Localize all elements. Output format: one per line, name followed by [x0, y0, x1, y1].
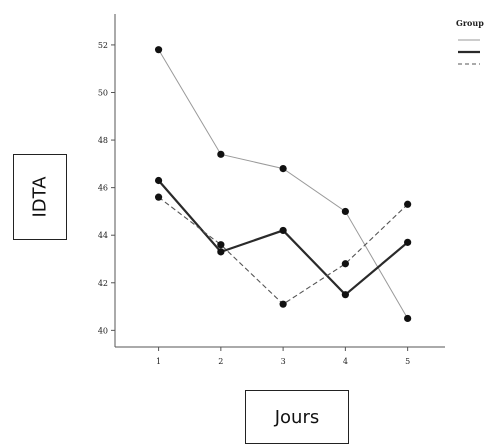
x-tick-label: 3: [281, 357, 286, 366]
y-tick-label: 44: [98, 231, 108, 240]
x-axis-label-box: Jours: [245, 390, 349, 444]
series-1-point: [217, 150, 225, 158]
series-3-point: [404, 200, 412, 208]
series-1-point: [279, 165, 287, 173]
series-line-3: [158, 196, 409, 305]
y-axis-label: IDTA: [29, 176, 51, 218]
y-tick-label: 52: [98, 41, 108, 50]
series-line-2: [157, 179, 409, 297]
x-tick-label: 2: [218, 357, 223, 366]
series-3-point: [279, 300, 287, 308]
series-2-point: [154, 176, 163, 185]
legend-title: Group: [456, 18, 484, 28]
series-3-point: [341, 260, 349, 268]
chart-axes: 40 42 44 46 48 50 52 1 2 3 4 5: [98, 14, 445, 366]
series-1-point: [154, 46, 163, 54]
series-2-point: [217, 248, 225, 256]
x-tick-label: 1: [156, 357, 161, 366]
series-2-point: [341, 291, 349, 299]
chart-series: [154, 46, 412, 323]
x-tick-label: 5: [405, 357, 410, 366]
series-2-point: [404, 238, 412, 246]
y-tick-label: 50: [98, 88, 108, 97]
series-3-point: [154, 193, 163, 201]
y-tick-label: 40: [98, 326, 108, 335]
y-axis-label-box: IDTA: [13, 154, 67, 240]
y-tick-label: 42: [98, 279, 108, 288]
y-tick-label: 48: [98, 136, 108, 145]
y-tick-label: 46: [98, 184, 108, 193]
series-line-1: [158, 49, 409, 319]
series-2-point: [279, 226, 287, 235]
x-axis-label: Jours: [274, 406, 320, 428]
chart-legend: Group: [456, 18, 484, 65]
series-1-point: [404, 314, 412, 323]
series-1-point: [341, 207, 349, 216]
series-3-point: [217, 241, 225, 249]
x-tick-label: 4: [343, 357, 348, 366]
